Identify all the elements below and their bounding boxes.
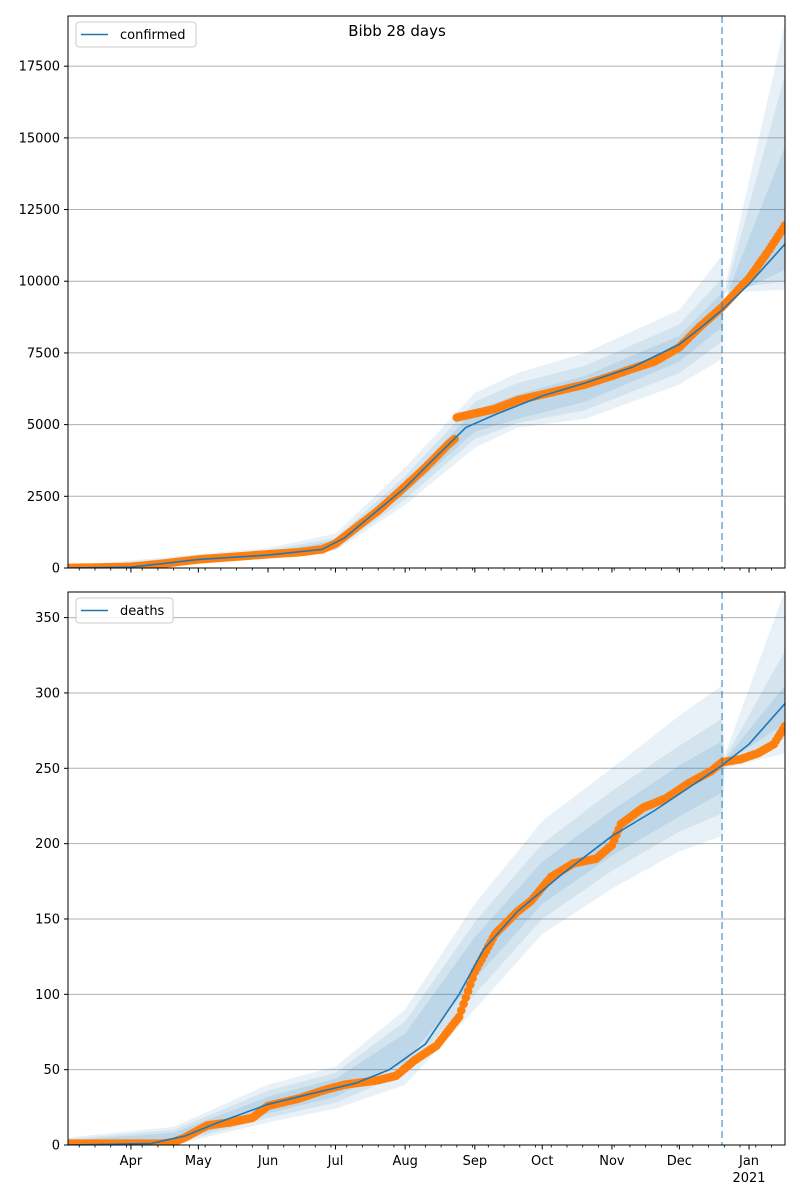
y-tick-label: 150	[35, 912, 60, 927]
axes-frame	[67, 591, 786, 1146]
x-tick-label: Oct	[531, 1154, 553, 1169]
y-tick-label: 0	[52, 1139, 60, 1154]
y-tick-label: 10000	[19, 275, 60, 290]
x-tick-label: Sep	[463, 1154, 488, 1169]
uncertainty-band	[68, 146, 785, 568]
y-tick-label: 350	[35, 611, 60, 626]
x-tick-label: Jun	[257, 1154, 278, 1169]
y-tick-label: 2500	[27, 490, 60, 505]
y-tick-label: 0	[52, 562, 60, 577]
x-tick-label: Nov	[599, 1154, 625, 1169]
y-tick-label: 50	[43, 1063, 60, 1078]
legend-box	[75, 597, 174, 624]
observed-point	[780, 221, 785, 230]
plot-area	[68, 23, 785, 568]
plot-area	[68, 592, 785, 1145]
y-tick-label: 200	[35, 837, 60, 852]
y-tick-label: 17500	[19, 60, 60, 75]
uncertainty-band	[68, 23, 785, 568]
confirmed-chart-panel: 0 2500 5000 7500 10000 12500 15000 17500 confirm…	[19, 15, 786, 577]
y-tick-label: 300	[35, 686, 60, 701]
x-tick-year-label: 2021	[732, 1171, 765, 1186]
legend-label: deaths	[120, 604, 165, 619]
deaths-chart-panel: 0 50 100 150 200 250 300 350 Apr May Jun Jul Aug Sep O…	[35, 591, 786, 1186]
model-line	[68, 702, 785, 1145]
x-tick-label: May	[185, 1154, 212, 1169]
observed-point	[463, 986, 473, 996]
observed-point	[457, 1006, 466, 1015]
y-tick-label: 12500	[19, 203, 60, 218]
observed-point	[780, 721, 785, 731]
x-tick-label: Aug	[392, 1154, 417, 1169]
figure-title: Bibb 28 days	[348, 22, 446, 40]
y-tick-label: 100	[35, 988, 60, 1003]
y-tick-label: 15000	[19, 131, 60, 146]
y-tick-label: 250	[35, 762, 60, 777]
model-line	[68, 243, 785, 568]
observed-point	[459, 999, 468, 1009]
uncertainty-band	[68, 650, 785, 1145]
uncertainty-band	[68, 592, 785, 1145]
observed-point	[468, 973, 477, 983]
x-tick-label: Jul	[327, 1154, 344, 1169]
legend-label: confirmed	[120, 28, 186, 43]
y-tick-label: 5000	[27, 418, 60, 433]
x-tick-label: Dec	[667, 1154, 692, 1169]
legend-box	[75, 21, 197, 48]
y-tick-label: 7500	[27, 346, 60, 361]
axes-frame	[67, 15, 786, 569]
x-tick-label: Apr	[120, 1154, 143, 1169]
x-tick-label: Jan	[738, 1154, 759, 1169]
